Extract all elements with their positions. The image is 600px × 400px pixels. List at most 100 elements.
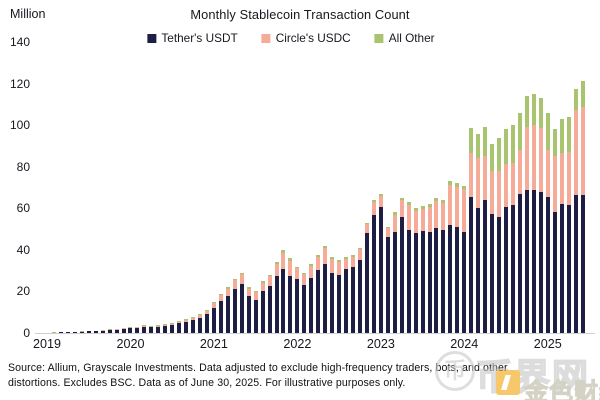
bar-2021-04 [232,278,237,333]
bar-2019-08 [93,330,98,333]
x-tick-label-2023: 2023 [366,337,395,351]
x-tick-label-2025: 2025 [533,337,562,351]
legend-label-usdc: Circle's USDC [275,31,351,45]
chart-title: Monthly Stablecoin Transaction Count [190,7,410,22]
bar-2020-08 [177,320,182,333]
bar-2023-10 [441,200,446,333]
bar-2022-06 [330,257,335,333]
bar-2019-07 [86,330,91,333]
bar-2024-01 [462,185,467,333]
bar-2019-09 [100,329,105,333]
bar-2020-03 [142,325,147,333]
bar-2019-11 [114,328,119,333]
bar-2021-02 [218,293,223,333]
bar-2024-07 [504,129,509,333]
bar-2019-02 [51,332,56,333]
bar-2023-09 [434,197,439,333]
x-tick-label-2020: 2020 [116,337,145,351]
bar-2020-04 [149,326,154,333]
bar-2024-12 [538,98,543,333]
bar-2025-04 [566,116,571,333]
bar-2022-01 [295,266,300,333]
bar-2019-03 [58,332,63,333]
y-tick-label-60: 60 [16,201,30,216]
bar-2024-10 [524,96,529,333]
bar-2020-12 [204,309,209,333]
bar-2020-02 [135,326,140,333]
legend-label-usdt: Tether's USDT [161,31,238,45]
bar-2020-06 [163,324,168,333]
bar-2024-03 [476,133,481,333]
bar-2019-12 [121,327,126,333]
y-tick-label-140: 140 [9,34,30,49]
legend-swatch-all-other-icon [374,33,384,43]
bar-2023-08 [427,204,432,333]
legend-label-all-other: All Other [388,31,435,45]
bar-2025-01 [545,112,550,333]
bar-2024-04 [483,127,488,333]
y-tick-label-20: 20 [16,284,30,299]
bar-2022-05 [323,245,328,333]
bar-2023-05 [406,202,411,333]
y-tick-label-0: 0 [23,326,30,340]
legend-item-all-other: All Other [374,31,435,45]
bar-2025-06 [580,81,585,333]
bar-2025-05 [573,88,578,333]
legend-item-usdc: Circle's USDC [261,31,351,45]
plot-area [36,35,593,333]
bar-2019-05 [72,331,77,333]
bar-2024-06 [497,137,502,333]
bar-2019-10 [107,329,112,333]
bar-2022-07 [337,260,342,333]
bar-2020-10 [191,316,196,333]
legend-item-usdt: Tether's USDT [147,31,238,45]
legend: Tether's USDT Circle's USDC All Other [147,31,435,45]
bar-2019-04 [65,332,70,333]
bar-2019-06 [79,331,84,333]
bar-2024-09 [517,112,522,333]
bar-2023-12 [455,183,460,333]
x-tick-label-2024: 2024 [450,337,479,351]
bar-2022-08 [344,257,349,333]
y-tick-label-120: 120 [9,76,30,91]
y-axis-unit-label: Million [10,7,46,21]
source-note: Source: Allium, Grayscale Investments. D… [8,361,600,390]
bar-2021-11 [281,249,286,333]
bar-2021-03 [225,287,230,333]
bar-2024-08 [510,125,515,333]
bar-2022-10 [357,247,362,333]
bar-2022-12 [371,199,376,333]
bar-2020-05 [156,325,161,333]
bar-2020-09 [184,318,189,333]
bar-2023-07 [420,206,425,333]
bar-2024-02 [469,128,474,333]
bar-2021-05 [239,272,244,333]
bar-2021-07 [253,291,258,333]
bar-2022-03 [309,264,314,333]
bar-2021-06 [246,287,251,333]
legend-swatch-usdt-icon [147,33,157,43]
bar-2022-09 [351,255,356,333]
bar-2025-03 [559,118,564,333]
bar-2022-02 [302,272,307,333]
bar-2024-05 [490,143,495,333]
y-tick-label-100: 100 [9,118,30,133]
bar-2021-01 [211,301,216,333]
bar-2023-02 [385,227,390,333]
bar-2025-02 [552,129,557,333]
bar-2023-11 [448,181,453,333]
bar-2024-11 [531,93,536,333]
bar-2020-07 [170,323,175,333]
bar-2023-01 [378,193,383,333]
x-tick-label-2021: 2021 [199,337,228,351]
bar-2023-04 [399,197,404,333]
bar-2021-10 [274,262,279,333]
x-tick-label-2019: 2019 [32,337,62,351]
bar-2022-04 [316,255,321,333]
bar-2021-09 [267,274,272,333]
source-note-line2: distortions. Excludes BSC. Data as of Ju… [8,376,406,389]
bar-2023-06 [413,208,418,333]
bar-2021-12 [288,258,293,333]
bar-2022-11 [364,222,369,333]
